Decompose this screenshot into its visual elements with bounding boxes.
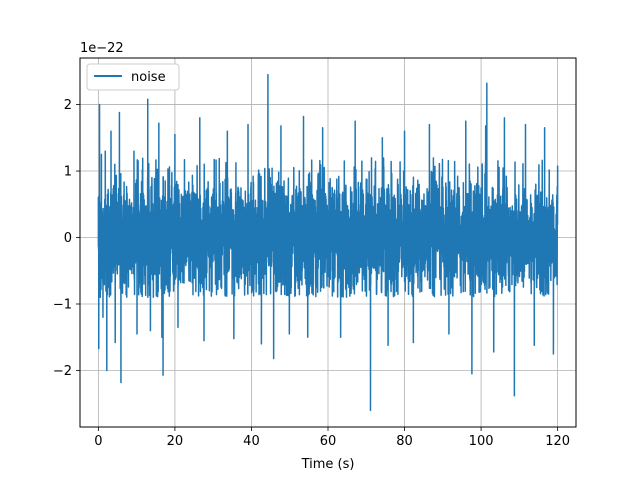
y-axis-scale-offset: 1e−22 (80, 41, 124, 56)
x-tick-label: 100 (469, 434, 494, 449)
plot-layer (97, 73, 559, 412)
y-tick-label: 0 (64, 231, 72, 246)
legend: noise (86, 63, 180, 91)
x-tick-label: 120 (545, 434, 570, 449)
legend-box (86, 63, 180, 91)
x-tick-label: 40 (243, 434, 260, 449)
series-line-noise (97, 73, 559, 412)
x-axis-label: Time (s) (301, 457, 355, 472)
x-tick-label: 80 (396, 434, 413, 449)
y-tick-label: 1 (64, 165, 72, 180)
y-tick-label: 2 (64, 98, 72, 113)
x-tick-label: 0 (94, 434, 102, 449)
legend-label-noise: noise (131, 70, 166, 85)
x-tick-label: 60 (320, 434, 337, 449)
tick-layer: 0 20 40 60 80 100 120 −2 −1 0 1 2 (53, 98, 570, 449)
y-tick-label: −1 (53, 298, 72, 313)
x-tick-label: 20 (167, 434, 184, 449)
y-tick-label: −2 (53, 364, 72, 379)
